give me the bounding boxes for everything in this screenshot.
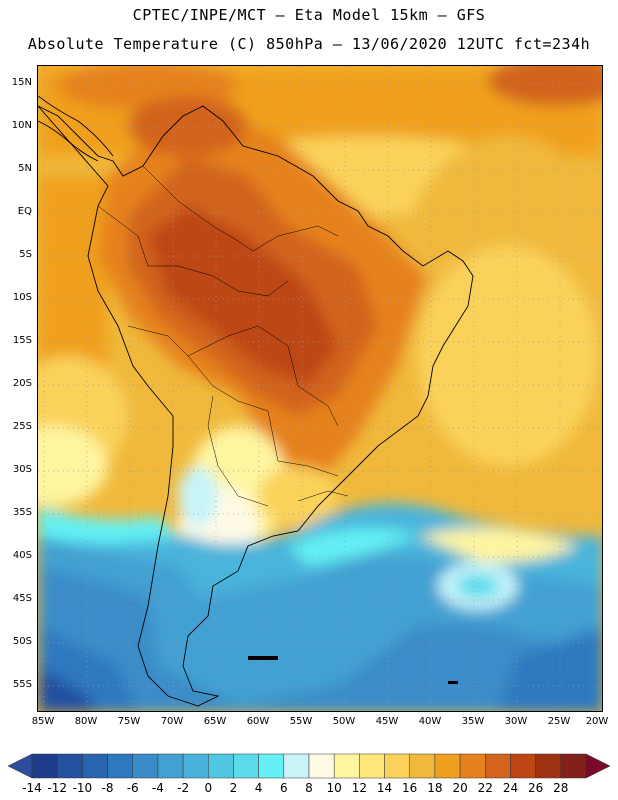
lon-label: 50W bbox=[332, 716, 356, 727]
colorbar-tick-label: 24 bbox=[502, 781, 519, 795]
colorbar-tick-label: -12 bbox=[47, 781, 67, 795]
lat-label: 55S bbox=[12, 679, 32, 690]
lon-label: 60W bbox=[246, 716, 270, 727]
colorbar-tick-label: 6 bbox=[279, 781, 288, 795]
lat-label: 5N bbox=[18, 163, 32, 174]
colorbar-cell bbox=[308, 753, 335, 779]
colorbar-cell bbox=[333, 753, 360, 779]
colorbar-cell bbox=[132, 753, 159, 779]
temperature-map bbox=[37, 65, 603, 712]
colorbar-cell bbox=[459, 753, 486, 779]
coastline bbox=[38, 95, 474, 707]
colorbar-cell bbox=[359, 753, 385, 779]
lat-label: 35S bbox=[12, 507, 32, 518]
lon-label: 35W bbox=[461, 716, 485, 727]
colorbar-high-arrow bbox=[585, 753, 611, 779]
colorbar-cell bbox=[107, 753, 133, 779]
colorbar-tick-label: 26 bbox=[527, 781, 544, 795]
lat-label: 25S bbox=[12, 421, 32, 432]
colorbar-cell bbox=[82, 753, 108, 779]
map-title-line-2: Absolute Temperature (C) 850hPa – 13/06/… bbox=[27, 35, 591, 53]
colorbar-low-arrow bbox=[7, 753, 33, 779]
colorbar-tick-label: -14 bbox=[22, 781, 42, 795]
colorbar-cell bbox=[434, 753, 461, 779]
islands bbox=[248, 656, 458, 684]
colorbar-tick-label: 2 bbox=[229, 781, 238, 795]
lat-label: 40S bbox=[12, 550, 32, 561]
lon-label: 40W bbox=[418, 716, 442, 727]
colorbar-tick-label: 28 bbox=[553, 781, 569, 795]
map-title-line-1: CPTEC/INPE/MCT – Eta Model 15km – GFS bbox=[132, 6, 486, 24]
colorbar-tick-label: -8 bbox=[101, 781, 114, 795]
lat-label: 15N bbox=[11, 77, 32, 88]
colorbar-tick-label: 20 bbox=[452, 781, 468, 795]
lat-label: 20S bbox=[12, 378, 32, 389]
lon-label: 25W bbox=[547, 716, 571, 727]
colorbar-cell bbox=[409, 753, 436, 779]
lat-label: 15S bbox=[12, 335, 32, 346]
colorbar-tick-label: 22 bbox=[477, 781, 493, 795]
colorbar-cell bbox=[56, 753, 83, 779]
colorbar-tick-label: 18 bbox=[427, 781, 443, 795]
lon-label: 80W bbox=[74, 716, 98, 727]
color-scale-bar bbox=[7, 753, 611, 779]
lat-label: 30S bbox=[12, 464, 32, 475]
colorbar-cell bbox=[157, 753, 184, 779]
temperature-field bbox=[38, 66, 602, 711]
colorbar-tick-label: -4 bbox=[151, 781, 164, 795]
lat-label: 10S bbox=[12, 292, 32, 303]
lat-label: EQ bbox=[17, 206, 32, 217]
colorbar-cell bbox=[208, 753, 234, 779]
lon-label: 85W bbox=[31, 716, 55, 727]
lon-label: 55W bbox=[289, 716, 313, 727]
colorbar-tick-label: 8 bbox=[305, 781, 313, 795]
colorbar-tick-label: -2 bbox=[177, 781, 190, 795]
colorbar-cell bbox=[485, 753, 511, 779]
colorbar-cells bbox=[31, 753, 587, 779]
colorbar-tick-label: 14 bbox=[376, 781, 393, 795]
colorbar-tick-label: 16 bbox=[402, 781, 418, 795]
lon-label: 20W bbox=[585, 716, 609, 727]
colorbar-cell bbox=[560, 753, 587, 779]
lat-label: 45S bbox=[12, 593, 32, 604]
colorbar-tick-label: -6 bbox=[126, 781, 139, 795]
lat-label: 10N bbox=[11, 120, 32, 131]
colorbar-cell bbox=[384, 753, 410, 779]
lon-label: 30W bbox=[504, 716, 528, 727]
lat-label: 50S bbox=[12, 636, 32, 647]
colorbar-cell bbox=[258, 753, 285, 779]
lon-label: 65W bbox=[203, 716, 227, 727]
colorbar-tick-label: 10 bbox=[326, 781, 342, 795]
country-borders bbox=[97, 165, 349, 507]
lon-label: 45W bbox=[375, 716, 399, 727]
colorbar-cell bbox=[510, 753, 536, 779]
colorbar-cell bbox=[283, 753, 310, 779]
lon-label: 70W bbox=[160, 716, 184, 727]
colorbar-tick-label: -10 bbox=[72, 781, 93, 795]
colorbar-tick-label: 0 bbox=[204, 781, 213, 795]
colorbar-cell bbox=[182, 753, 209, 779]
lon-label: 75W bbox=[117, 716, 141, 727]
colorbar-tick-label: 12 bbox=[351, 781, 368, 795]
colorbar-cell bbox=[31, 753, 58, 779]
lat-label: 5S bbox=[19, 249, 32, 260]
colorbar-tick-label: 4 bbox=[254, 781, 263, 795]
colorbar-cell bbox=[535, 753, 562, 779]
colorbar-cell bbox=[233, 753, 259, 779]
